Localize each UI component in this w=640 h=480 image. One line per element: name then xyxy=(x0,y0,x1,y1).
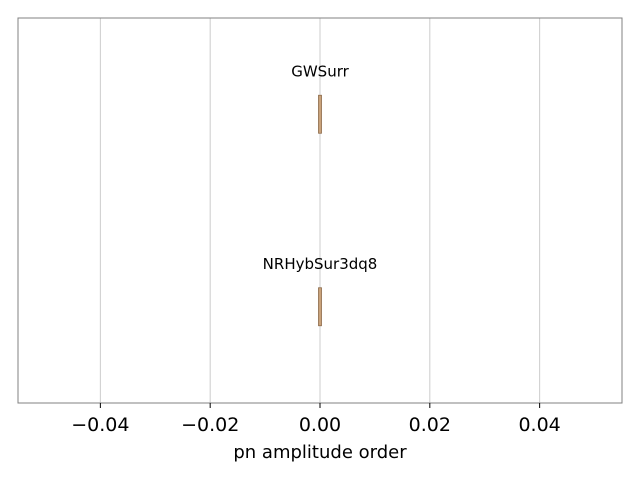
x-tick-label: 0.00 xyxy=(299,414,341,436)
category-label: GWSurr xyxy=(291,62,349,80)
x-tick-label: 0.02 xyxy=(409,414,451,436)
x-tick-label: 0.04 xyxy=(518,414,560,436)
category-labels: GWSurr NRHybSur3dq8 xyxy=(263,62,378,273)
x-tick-label: −0.02 xyxy=(181,414,239,436)
grid-lines xyxy=(99,18,541,403)
x-tick-label: −0.04 xyxy=(71,414,129,436)
x-tick-labels: −0.04 −0.02 0.00 0.02 0.04 xyxy=(71,403,561,436)
violin-nrhybsur3dq8 xyxy=(318,287,322,327)
category-label: NRHybSur3dq8 xyxy=(263,255,378,273)
violin-gwsurr xyxy=(318,94,322,134)
x-axis-label: pn amplitude order xyxy=(233,442,407,463)
violin-marks xyxy=(318,94,322,327)
